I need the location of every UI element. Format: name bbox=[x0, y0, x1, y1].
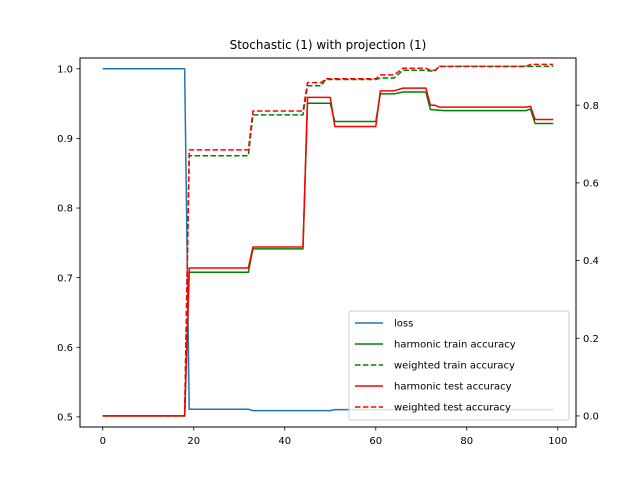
series-line-2 bbox=[102, 65, 554, 417]
plot-frame bbox=[79, 57, 577, 428]
plot-lines bbox=[102, 63, 554, 417]
y-right-tick-label: 0.0 bbox=[583, 412, 599, 423]
y-left-tick-label: 0.5 bbox=[57, 413, 73, 424]
series-line-0 bbox=[102, 68, 554, 412]
y-left-tick-label: 0.6 bbox=[57, 343, 73, 354]
legend-box bbox=[348, 310, 570, 421]
y-right-tick-label: 0.6 bbox=[583, 178, 599, 189]
x-tick-label: 100 bbox=[548, 436, 567, 447]
chart-title: Stochastic (1) with projection (1) bbox=[230, 38, 427, 52]
x-tick-label: 80 bbox=[460, 436, 473, 447]
legend: loss harmonic train accuracy weighted trai… bbox=[348, 310, 570, 421]
series-line-4 bbox=[102, 63, 554, 417]
y-right-tick-label: 0.4 bbox=[583, 256, 599, 267]
y-left-tick-label: 0.9 bbox=[57, 134, 73, 145]
x-axis: 0 20 40 60 80 100 bbox=[100, 427, 567, 447]
legend-label-4: weighted test accuracy bbox=[394, 403, 511, 414]
y-axis-right: 0.0 0.2 0.4 0.6 0.8 bbox=[576, 101, 599, 423]
legend-label-1: harmonic train accuracy bbox=[394, 340, 516, 351]
y-left-tick-label: 0.7 bbox=[57, 273, 73, 284]
x-tick-label: 60 bbox=[369, 436, 382, 447]
x-tick-label: 0 bbox=[100, 436, 106, 447]
x-tick-label: 40 bbox=[278, 436, 291, 447]
legend-label-2: weighted train accuracy bbox=[394, 361, 515, 372]
y-left-tick-label: 1.0 bbox=[57, 64, 73, 75]
legend-label-3: harmonic test accuracy bbox=[394, 382, 512, 393]
y-axis-left: 0.5 0.6 0.7 0.8 0.9 1.0 bbox=[57, 64, 80, 424]
legend-label-0: loss bbox=[394, 319, 413, 330]
y-right-tick-label: 0.2 bbox=[583, 334, 599, 345]
y-right-tick-label: 0.8 bbox=[583, 101, 599, 112]
x-tick-label: 20 bbox=[187, 436, 200, 447]
y-left-tick-label: 0.8 bbox=[57, 204, 73, 215]
series-line-3 bbox=[102, 87, 554, 417]
